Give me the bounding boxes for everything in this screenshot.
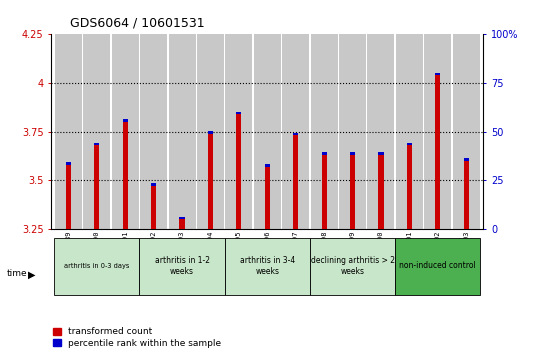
Bar	[151, 183, 156, 186]
Bar	[322, 155, 327, 229]
Bar	[55, 34, 82, 229]
Bar	[435, 75, 441, 229]
Bar	[453, 34, 480, 229]
Bar	[237, 114, 241, 229]
Bar	[237, 112, 241, 114]
Text: declining arthritis > 2
weeks: declining arthritis > 2 weeks	[310, 256, 395, 276]
Bar	[197, 34, 224, 229]
Bar	[435, 73, 441, 75]
Bar	[83, 34, 110, 229]
Bar	[407, 145, 412, 229]
Bar	[254, 34, 281, 229]
Bar	[225, 34, 252, 229]
Text: non-induced control: non-induced control	[400, 261, 476, 270]
Bar	[464, 158, 469, 161]
Bar	[282, 34, 309, 229]
Bar	[208, 131, 213, 134]
Bar	[123, 122, 128, 229]
Bar	[350, 152, 355, 155]
Bar	[464, 161, 469, 229]
Bar	[140, 34, 167, 229]
Bar	[293, 133, 298, 135]
FancyBboxPatch shape	[310, 238, 395, 295]
Text: ▶: ▶	[28, 270, 36, 280]
FancyBboxPatch shape	[395, 238, 481, 295]
Bar	[265, 164, 270, 167]
Bar	[396, 34, 423, 229]
Legend: transformed count, percentile rank within the sample: transformed count, percentile rank withi…	[53, 327, 221, 348]
Bar	[310, 34, 338, 229]
Text: arthritis in 1-2
weeks: arthritis in 1-2 weeks	[154, 256, 210, 276]
Bar	[66, 162, 71, 164]
Bar	[151, 186, 156, 229]
Bar	[322, 152, 327, 155]
Bar	[94, 145, 99, 229]
Bar	[265, 167, 270, 229]
Bar	[407, 143, 412, 145]
Text: arthritis in 0-3 days: arthritis in 0-3 days	[64, 263, 130, 269]
Bar	[293, 135, 298, 229]
Text: GDS6064 / 10601531: GDS6064 / 10601531	[70, 16, 205, 29]
Bar	[179, 219, 185, 229]
Bar	[66, 164, 71, 229]
Bar	[94, 143, 99, 145]
Bar	[123, 119, 128, 122]
Text: time: time	[6, 269, 27, 278]
Bar	[179, 217, 185, 219]
Bar	[368, 34, 395, 229]
FancyBboxPatch shape	[225, 238, 310, 295]
Bar	[112, 34, 139, 229]
Bar	[339, 34, 366, 229]
Text: arthritis in 3-4
weeks: arthritis in 3-4 weeks	[240, 256, 295, 276]
Bar	[424, 34, 451, 229]
FancyBboxPatch shape	[139, 238, 225, 295]
FancyBboxPatch shape	[54, 238, 139, 295]
Bar	[208, 134, 213, 229]
Bar	[350, 155, 355, 229]
Bar	[379, 152, 383, 155]
Bar	[379, 155, 383, 229]
Bar	[168, 34, 195, 229]
